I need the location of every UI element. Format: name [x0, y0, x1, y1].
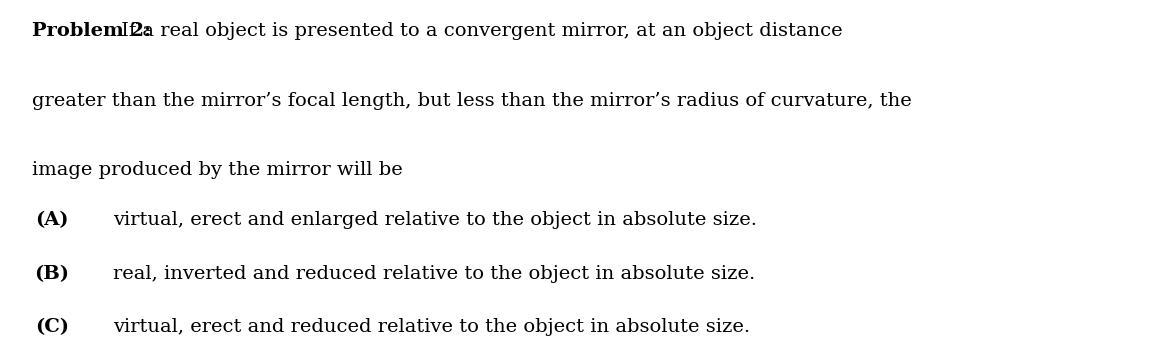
- Text: (B): (B): [35, 265, 69, 283]
- Text: image produced by the mirror will be: image produced by the mirror will be: [32, 161, 403, 179]
- Text: Problem 2:: Problem 2:: [32, 22, 151, 40]
- Text: (C): (C): [35, 318, 69, 336]
- Text: real, inverted and reduced relative to the object in absolute size.: real, inverted and reduced relative to t…: [113, 265, 756, 283]
- Text: If a real object is presented to a convergent mirror, at an object distance: If a real object is presented to a conve…: [115, 22, 843, 40]
- Text: (A): (A): [36, 211, 69, 229]
- Text: greater than the mirror’s focal length, but less than the mirror’s radius of cur: greater than the mirror’s focal length, …: [32, 92, 912, 110]
- Text: virtual, erect and enlarged relative to the object in absolute size.: virtual, erect and enlarged relative to …: [113, 211, 757, 229]
- Text: virtual, erect and reduced relative to the object in absolute size.: virtual, erect and reduced relative to t…: [113, 318, 750, 336]
